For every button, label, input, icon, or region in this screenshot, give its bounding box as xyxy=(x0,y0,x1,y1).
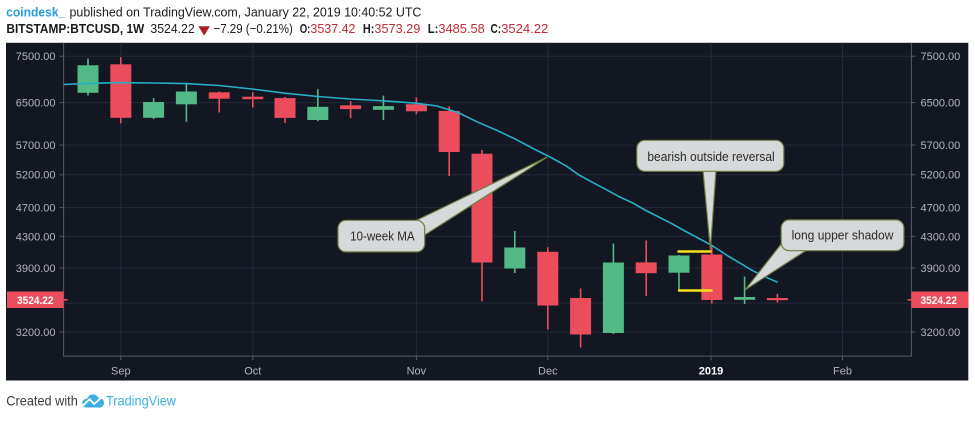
svg-text:10-week MA: 10-week MA xyxy=(350,230,415,244)
svg-text:−7.29 (−0.21%): −7.29 (−0.21%) xyxy=(214,21,293,36)
svg-text:4700.00: 4700.00 xyxy=(921,203,961,215)
svg-text:published on TradingView.com,: published on TradingView.com, January 22… xyxy=(70,5,422,20)
svg-text:3524.22: 3524.22 xyxy=(17,295,54,307)
svg-text:4300.00: 4300.00 xyxy=(921,231,961,243)
svg-text:6500.00: 6500.00 xyxy=(16,98,56,110)
svg-text:O:: O: xyxy=(300,21,311,36)
svg-text:4700.00: 4700.00 xyxy=(16,203,56,215)
svg-text:TradingView: TradingView xyxy=(106,392,177,408)
svg-text:3524.22: 3524.22 xyxy=(921,295,958,307)
svg-text:3524.22: 3524.22 xyxy=(150,21,194,36)
svg-text:5200.00: 5200.00 xyxy=(16,170,56,182)
svg-text:coindesk_: coindesk_ xyxy=(6,5,66,20)
svg-text:3573.29: 3573.29 xyxy=(374,21,420,36)
svg-text:BITSTAMP:BTCUSD, 1W: BITSTAMP:BTCUSD, 1W xyxy=(6,21,145,36)
svg-text:bearish outside reversal: bearish outside reversal xyxy=(647,150,774,164)
svg-text:3537.42: 3537.42 xyxy=(310,21,355,36)
svg-text:Oct: Oct xyxy=(244,366,261,378)
svg-text:3485.58: 3485.58 xyxy=(438,21,484,36)
svg-text:5200.00: 5200.00 xyxy=(921,170,961,182)
svg-text:Nov: Nov xyxy=(407,366,427,378)
svg-text:7500.00: 7500.00 xyxy=(16,51,56,63)
svg-text:long upper shadow: long upper shadow xyxy=(792,229,895,243)
svg-text:7500.00: 7500.00 xyxy=(921,51,961,63)
svg-text:3200.00: 3200.00 xyxy=(16,327,56,339)
svg-text:H:: H: xyxy=(363,21,375,36)
svg-text:6500.00: 6500.00 xyxy=(921,98,961,110)
svg-text:3200.00: 3200.00 xyxy=(921,327,961,339)
svg-text:Created with: Created with xyxy=(6,392,78,408)
svg-text:5700.00: 5700.00 xyxy=(921,140,961,152)
svg-text:4300.00: 4300.00 xyxy=(16,231,56,243)
svg-text:2019: 2019 xyxy=(699,366,723,378)
svg-text:Feb: Feb xyxy=(833,366,852,378)
svg-text:3900.00: 3900.00 xyxy=(921,263,961,275)
svg-text:5700.00: 5700.00 xyxy=(16,140,56,152)
svg-text:Dec: Dec xyxy=(538,366,558,378)
svg-text:3900.00: 3900.00 xyxy=(16,263,56,275)
svg-text:Sep: Sep xyxy=(111,366,131,378)
svg-text:3524.22: 3524.22 xyxy=(501,21,548,36)
svg-text:C:: C: xyxy=(491,21,502,36)
svg-text:L:: L: xyxy=(428,21,439,36)
